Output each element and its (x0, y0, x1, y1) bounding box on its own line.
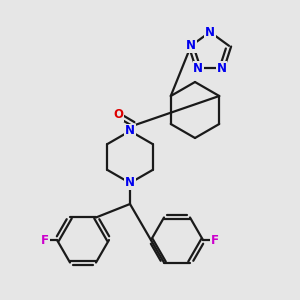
Text: N: N (125, 124, 135, 137)
Text: O: O (113, 109, 123, 122)
Text: N: N (217, 62, 227, 75)
Text: N: N (193, 62, 203, 75)
Text: N: N (125, 176, 135, 190)
Text: N: N (205, 26, 215, 38)
Text: N: N (186, 39, 196, 52)
Text: F: F (211, 233, 219, 247)
Text: F: F (41, 233, 49, 247)
